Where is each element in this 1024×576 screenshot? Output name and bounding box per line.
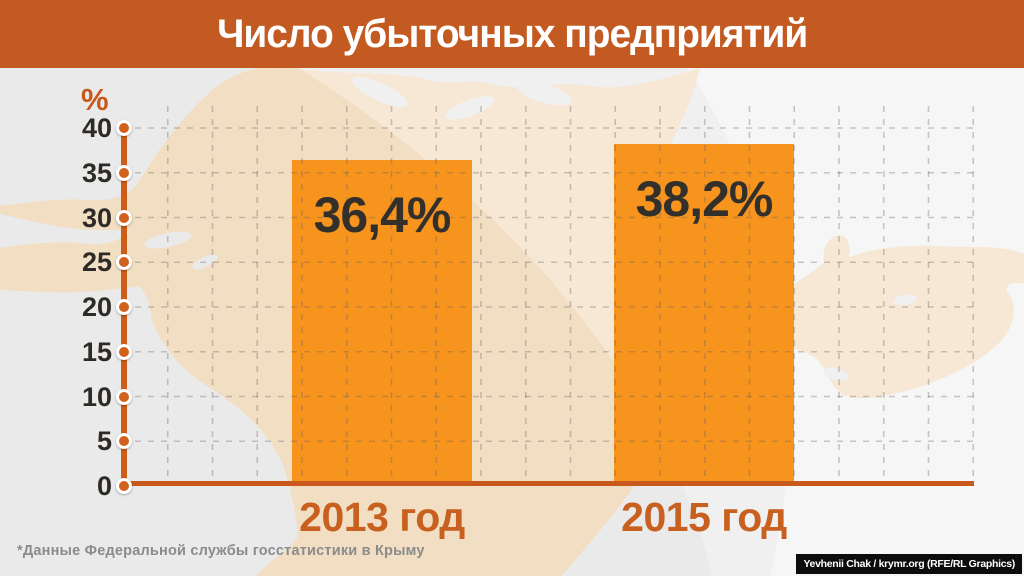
bar-2013 xyxy=(292,160,472,483)
y-axis-tick-label: 20 xyxy=(81,292,112,322)
crimea-land-shape xyxy=(0,66,1024,576)
y-axis-tick-dot xyxy=(116,254,132,271)
x-axis-category-label: 2013 год xyxy=(299,494,465,540)
y-axis-tick-dot xyxy=(116,388,132,405)
y-axis-tick-dot xyxy=(116,478,132,494)
y-axis-tick-dot xyxy=(116,299,132,315)
y-axis-unit-label: % xyxy=(81,82,109,117)
bar-value-label: 38,2% xyxy=(635,171,774,228)
x-axis-baseline xyxy=(123,481,974,486)
y-axis-tick-label: 35 xyxy=(81,157,112,188)
y-axis-tick-label: 15 xyxy=(81,336,112,367)
chart-title: Число убыточных предприятий xyxy=(216,11,808,56)
y-axis-tick-label: 10 xyxy=(81,381,112,412)
title-bar: Число убыточных предприятий xyxy=(0,0,1024,68)
y-axis-tick-label: 0 xyxy=(96,471,112,501)
credit-badge: Yevhenii Chak / krymr.org (RFE/RL Graphi… xyxy=(796,554,1022,574)
source-footnote: *Данные Федеральной службы госстатистики… xyxy=(17,543,425,559)
y-axis-tick-dot xyxy=(116,433,132,450)
y-axis-tick-label: 40 xyxy=(81,113,112,143)
y-axis-tick-dot xyxy=(116,120,132,136)
y-axis-tick-label: 30 xyxy=(81,202,112,233)
x-axis-category-label: 2015 год xyxy=(621,494,787,540)
y-axis-tick-label: 25 xyxy=(81,247,112,278)
y-axis-tick-dot xyxy=(116,209,132,226)
y-axis-tick-dot xyxy=(116,164,132,181)
y-axis-tick-dot xyxy=(116,343,132,360)
bar-2015 xyxy=(614,144,794,483)
y-axis-tick-label: 5 xyxy=(96,426,112,457)
bar-value-label: 36,4% xyxy=(313,187,452,244)
